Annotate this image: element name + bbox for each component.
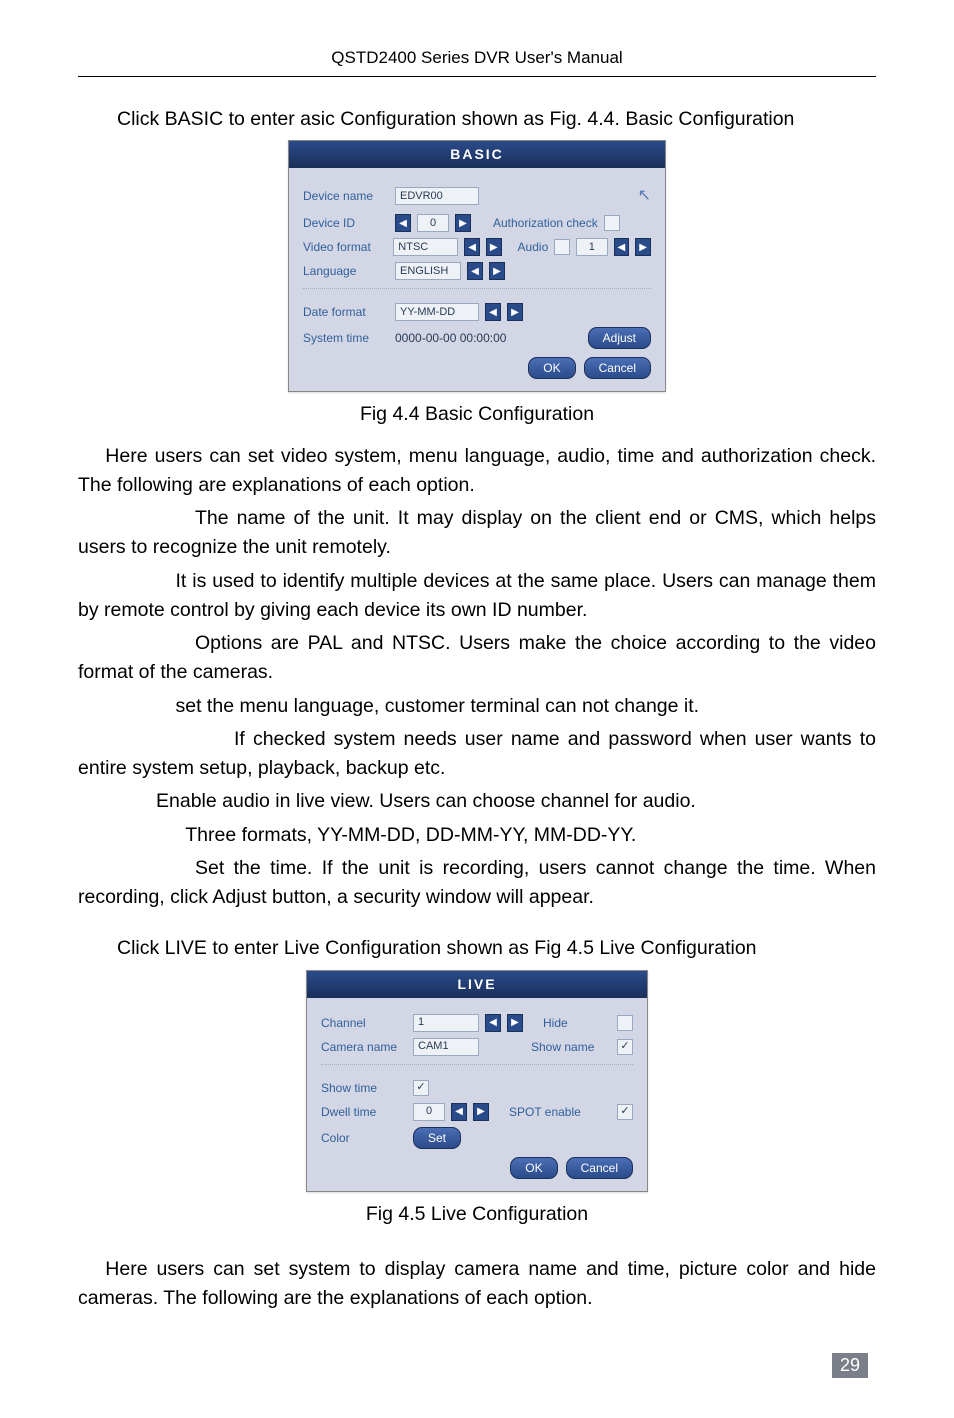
show-time-check-box[interactable]: ✓ (413, 1080, 429, 1096)
audio-label: Audio (518, 238, 549, 256)
right-arrow-icon[interactable]: ▶ (489, 262, 505, 280)
intro-basic: Click BASIC to enter asic Configuration … (78, 105, 876, 134)
show-name-check-box[interactable]: ✓ (617, 1039, 633, 1055)
left-arrow-icon[interactable]: ◀ (614, 238, 630, 256)
video-format-label: Video format (303, 238, 387, 256)
para-videoformat: Options are PAL and NTSC. Users make the… (78, 629, 876, 688)
audio-check-box[interactable] (554, 239, 570, 255)
right-arrow-icon[interactable]: ▶ (455, 214, 471, 232)
video-format-input[interactable]: NTSC (393, 238, 458, 256)
para-deviceid: It is used to identify multiple devices … (78, 567, 876, 626)
hide-label: Hide (543, 1014, 568, 1032)
fig-4-5-caption: Fig 4.5 Live Configuration (78, 1200, 876, 1229)
camera-name-input[interactable]: CAM1 (413, 1038, 479, 1056)
right-arrow-icon[interactable]: ▶ (635, 238, 651, 256)
ok-button[interactable]: OK (510, 1157, 557, 1179)
intro-live: Click LIVE to enter Live Configuration s… (78, 934, 876, 963)
basic-dialog-title: BASIC (289, 141, 665, 168)
auth-check-box[interactable] (604, 215, 620, 231)
para-overview: Here users can set video system, menu la… (78, 442, 876, 501)
live-dialog-title: LIVE (307, 971, 647, 998)
para-live-overview: Here users can set system to display cam… (78, 1255, 876, 1314)
show-name-label: Show name (531, 1038, 594, 1056)
spot-enable-label: SPOT enable (509, 1103, 581, 1121)
page-header: QSTD2400 Series DVR User's Manual (78, 48, 876, 77)
page-number-box: 29 (78, 1353, 876, 1378)
para-devicename: The name of the unit. It may display on … (78, 504, 876, 563)
language-label: Language (303, 262, 389, 280)
left-arrow-icon[interactable]: ◀ (464, 238, 480, 256)
adjust-button[interactable]: Adjust (588, 327, 651, 349)
channel-label: Channel (321, 1014, 407, 1032)
cancel-button[interactable]: Cancel (566, 1157, 633, 1179)
device-name-label: Device name (303, 187, 389, 205)
camera-name-label: Camera name (321, 1038, 407, 1056)
device-name-input[interactable]: EDVR00 (395, 187, 479, 205)
audio-channel-input[interactable]: 1 (576, 238, 608, 256)
para-dateformat: Three formats, YY-MM-DD, DD-MM-YY, MM-DD… (78, 821, 876, 850)
basic-dialog: BASIC Device name EDVR00 ↖ Device ID ◀ 0… (288, 140, 666, 392)
dwell-time-input[interactable]: 0 (413, 1103, 445, 1121)
set-button[interactable]: Set (413, 1127, 461, 1149)
date-format-label: Date format (303, 303, 389, 321)
right-arrow-icon[interactable]: ▶ (473, 1103, 489, 1121)
channel-input[interactable]: 1 (413, 1014, 479, 1032)
left-arrow-icon[interactable]: ◀ (467, 262, 483, 280)
auth-check-label: Authorization check (493, 214, 598, 232)
para-audio: Enable audio in live view. Users can cho… (78, 787, 876, 816)
live-dialog: LIVE Channel 1 ◀ ▶ Hide Camera name (306, 970, 648, 1192)
para-language: set the menu language, customer terminal… (78, 692, 876, 721)
cursor-icon: ↖ (638, 184, 651, 208)
date-format-input[interactable]: YY-MM-DD (395, 303, 479, 321)
page-number: 29 (832, 1353, 868, 1378)
dwell-time-label: Dwell time (321, 1103, 407, 1121)
para-authcheck: If checked system needs user name and pa… (78, 725, 876, 784)
ok-button[interactable]: OK (528, 357, 575, 379)
cancel-button[interactable]: Cancel (584, 357, 651, 379)
fig-4-4-caption: Fig 4.4 Basic Configuration (78, 400, 876, 429)
left-arrow-icon[interactable]: ◀ (485, 303, 501, 321)
show-time-label: Show time (321, 1079, 407, 1097)
language-input[interactable]: ENGLISH (395, 262, 461, 280)
system-time-label: System time (303, 329, 389, 347)
hide-check-box[interactable] (617, 1015, 633, 1031)
left-arrow-icon[interactable]: ◀ (451, 1103, 467, 1121)
right-arrow-icon[interactable]: ▶ (507, 303, 523, 321)
para-systemtime: Set the time. If the unit is recording, … (78, 854, 876, 913)
device-id-input[interactable]: 0 (417, 214, 449, 232)
left-arrow-icon[interactable]: ◀ (485, 1014, 501, 1032)
system-time-value: 0000-00-00 00:00:00 (395, 329, 506, 347)
spot-enable-check-box[interactable]: ✓ (617, 1104, 633, 1120)
right-arrow-icon[interactable]: ▶ (486, 238, 502, 256)
right-arrow-icon[interactable]: ▶ (507, 1014, 523, 1032)
device-id-label: Device ID (303, 214, 389, 232)
color-label: Color (321, 1129, 407, 1147)
left-arrow-icon[interactable]: ◀ (395, 214, 411, 232)
